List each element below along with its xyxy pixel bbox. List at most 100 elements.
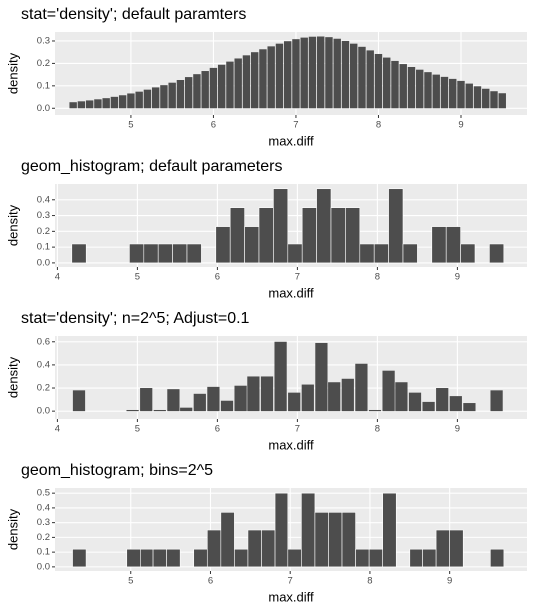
histogram-bar <box>301 207 317 264</box>
x-tick-label: 8 <box>376 120 381 131</box>
histogram-bar <box>409 548 423 568</box>
bar <box>440 76 449 109</box>
bar <box>201 71 209 109</box>
histogram-bar <box>345 207 361 264</box>
bar <box>180 407 193 412</box>
histogram-bar <box>449 529 464 568</box>
bar <box>473 86 482 109</box>
bar <box>250 52 259 109</box>
x-tick-label: 8 <box>375 424 380 435</box>
bar <box>260 376 274 412</box>
bar <box>234 385 247 412</box>
bar <box>127 93 135 109</box>
histogram-bar <box>126 548 141 568</box>
bar <box>288 392 301 412</box>
histogram-bar <box>388 188 404 264</box>
bar <box>193 74 201 109</box>
histogram-bar <box>244 226 260 264</box>
x-tick-label: 5 <box>128 120 133 131</box>
bar <box>355 363 368 412</box>
histogram-bar <box>490 548 505 568</box>
y-tick-label: 0.3 <box>37 35 50 46</box>
bar <box>275 43 284 109</box>
x-tick-label: 7 <box>293 120 298 131</box>
histogram-bar <box>382 492 397 568</box>
x-tick-label: 5 <box>135 272 140 283</box>
bar <box>382 370 395 412</box>
histogram-bar <box>359 243 375 264</box>
bar <box>94 99 102 109</box>
bar <box>333 38 341 109</box>
histogram-bar <box>143 243 159 264</box>
y-axis-label: density <box>5 508 20 550</box>
y-axis-label: density <box>5 204 20 246</box>
x-tick-label: 8 <box>375 272 380 283</box>
histogram-bar <box>287 243 303 264</box>
y-tick-label: 0.4 <box>37 502 50 513</box>
bar <box>436 388 449 412</box>
x-tick-label: 9 <box>458 120 463 131</box>
histogram-bar <box>72 548 87 568</box>
y-tick-label: 0.0 <box>37 561 50 572</box>
y-tick-label: 0.1 <box>37 242 50 253</box>
bar <box>407 66 416 109</box>
histogram-bar <box>287 548 302 568</box>
bar <box>217 64 226 109</box>
bar <box>69 102 77 109</box>
bar <box>449 396 462 412</box>
histogram-bar <box>314 512 329 568</box>
histogram-bar <box>316 188 332 264</box>
bar <box>153 409 166 412</box>
bar <box>140 388 153 412</box>
bar <box>292 39 300 109</box>
bar <box>151 87 160 109</box>
y-axis-label: density <box>5 52 20 94</box>
histogram-bar <box>157 243 173 264</box>
bar <box>143 89 152 109</box>
histogram-bar <box>330 207 346 264</box>
y-tick-label: 0.5 <box>37 488 50 499</box>
bar <box>168 82 176 109</box>
histogram-bar <box>193 548 208 568</box>
histogram-bar <box>140 548 154 568</box>
y-tick-label: 0.4 <box>37 359 50 370</box>
x-tick-label: 6 <box>215 424 220 435</box>
histogram-bar <box>445 226 461 264</box>
x-tick-label: 4 <box>55 272 60 283</box>
histogram-bar <box>460 243 476 264</box>
chart-title: geom_histogram; bins=2^5 <box>21 462 213 479</box>
histogram-bar <box>368 548 383 568</box>
y-tick-label: 0.2 <box>37 532 50 543</box>
histogram-bar <box>273 188 289 264</box>
bar <box>167 389 180 412</box>
histogram-bar <box>152 548 167 568</box>
bar <box>490 91 498 109</box>
histogram-bar <box>206 529 222 568</box>
histogram-bar <box>341 512 356 568</box>
x-tick-label: 9 <box>455 272 460 283</box>
histogram-bar <box>328 512 343 568</box>
histogram-bar <box>422 548 437 568</box>
y-tick-label: 0.4 <box>37 194 50 205</box>
bar <box>422 401 435 412</box>
bar <box>72 390 86 412</box>
bar <box>328 382 341 412</box>
histogram-bar <box>129 243 145 264</box>
histogram-bar <box>431 226 447 264</box>
bar <box>366 50 374 109</box>
bar <box>432 74 440 109</box>
bar <box>490 390 503 412</box>
y-axis-label: density <box>5 356 20 398</box>
x-tick-label: 4 <box>55 424 60 435</box>
bar <box>391 60 399 109</box>
bar <box>368 409 382 412</box>
bar <box>325 37 333 109</box>
bar <box>160 85 168 109</box>
bar <box>300 37 308 109</box>
y-tick-label: 0.1 <box>37 547 50 558</box>
histogram-bar <box>261 529 276 568</box>
chart-title: stat='density'; default paramters <box>21 6 246 23</box>
bar <box>226 61 234 109</box>
bar <box>498 93 506 109</box>
bar <box>341 378 354 412</box>
